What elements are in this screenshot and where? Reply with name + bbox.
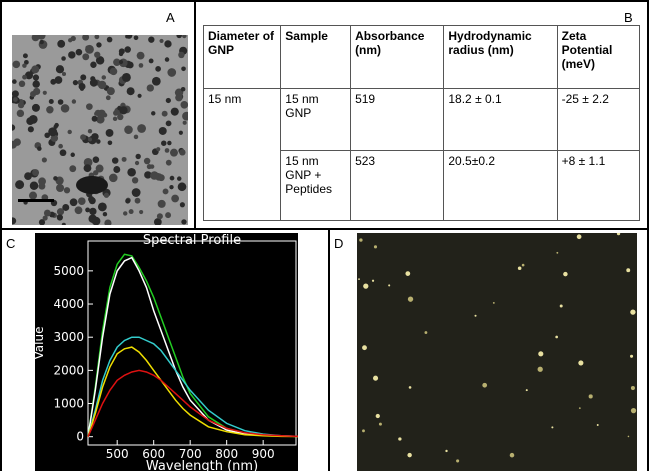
x-tick-label: 800 [215, 447, 238, 461]
x-axis-label: Wavelength (nm) [146, 459, 258, 471]
table-cell: 15 nm [202, 88, 282, 221]
table-cell: +8 ± 1.1 [556, 150, 641, 221]
panel-label: A [166, 10, 175, 25]
table-row: 15 nm GNP + Peptides 523 20.5±0.2 +8 ± 1.1 [204, 150, 641, 221]
panel-label: C [6, 236, 16, 251]
x-tick-label: 900 [252, 447, 275, 461]
table-cell: 20.5±0.2 [443, 150, 558, 221]
x-tick-label: 600 [142, 447, 165, 461]
table-cell: 18.2 ± 0.1 [443, 88, 558, 151]
y-tick-label: 1000 [53, 397, 84, 411]
table: Diameter of GNP Sample Absorbance (nm) Hydr… [202, 25, 641, 221]
table-cell: 523 [350, 150, 445, 221]
x-tick-label: 700 [179, 447, 202, 461]
y-tick-label: 4000 [53, 297, 84, 311]
y-tick-label: 0 [76, 430, 84, 444]
table-row: 15 nm 15 nm GNP 519 18.2 ± 0.1 -25 ± 2.2 [202, 88, 641, 221]
tem-image [12, 35, 188, 225]
header-cell: Sample [280, 25, 352, 89]
darkfield-image [357, 233, 637, 471]
y-axis-label: Value [35, 327, 46, 360]
y-tick-label: 2000 [53, 363, 84, 377]
header-cell: Hydrodynamic radius (nm) [443, 25, 558, 89]
series-line [87, 256, 298, 438]
chart-title: Spectral Profile [143, 233, 241, 248]
series-line [87, 336, 298, 438]
panel-label: B [624, 10, 633, 25]
header-cell: Diameter of GNP [202, 25, 282, 89]
y-tick-label: 3000 [53, 330, 84, 344]
y-tick-label: 5000 [53, 264, 84, 278]
plot-frame [87, 240, 297, 446]
header-cell: Zeta Potential (meV) [556, 25, 641, 89]
table-cell: 15 nm GNP + Peptides [280, 150, 352, 221]
series-line [87, 369, 298, 438]
header-row: Diameter of GNP Sample Absorbance (nm) Hydr… [202, 25, 641, 89]
table-cell: 15 nm GNP [280, 88, 352, 151]
chart: 0 1000 2000 3000 4000 5000 500 600 700 800 900 Spec… [35, 233, 298, 471]
x-tick-label: 500 [106, 447, 129, 461]
table-cell: 519 [350, 88, 445, 151]
panel-d [328, 228, 649, 471]
panel-label: D [334, 236, 344, 251]
header-cell: Absorbance (nm) [350, 25, 445, 89]
table-cell: -25 ± 2.2 [556, 88, 641, 151]
